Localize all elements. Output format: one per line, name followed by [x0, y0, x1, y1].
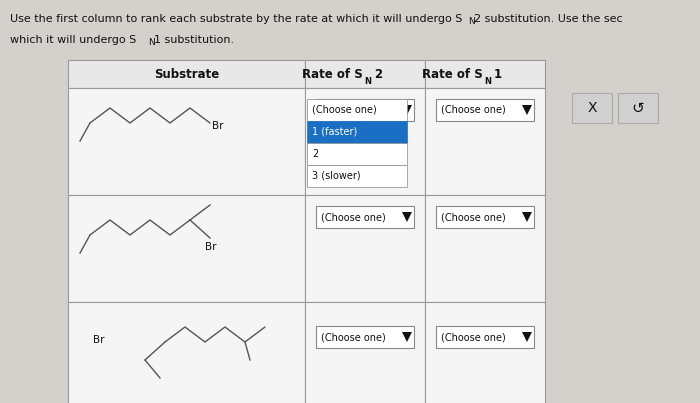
Bar	[316, 206, 414, 228]
Bar	[68, 195, 305, 302]
Bar	[436, 99, 534, 121]
Bar	[425, 302, 545, 403]
Bar	[307, 99, 407, 121]
Text: (Choose one): (Choose one)	[321, 212, 386, 222]
Bar	[316, 99, 414, 121]
Bar	[68, 60, 305, 88]
Text: Use the first column to rank each substrate by the rate at which it will undergo: Use the first column to rank each substr…	[10, 14, 463, 24]
Text: 2 substitution. Use the sec: 2 substitution. Use the sec	[474, 14, 622, 24]
Bar	[68, 88, 305, 195]
Text: (Choose one): (Choose one)	[441, 105, 505, 115]
Text: N: N	[364, 77, 371, 86]
Bar	[305, 60, 425, 88]
Text: (Choose one): (Choose one)	[441, 332, 505, 342]
Text: ↺: ↺	[631, 100, 645, 116]
Text: N: N	[148, 38, 155, 47]
Polygon shape	[522, 212, 532, 222]
Text: 1 (faster): 1 (faster)	[312, 127, 357, 137]
Text: (Choose one): (Choose one)	[321, 105, 386, 115]
Bar	[307, 121, 407, 143]
Bar	[68, 302, 305, 403]
Text: 1 substitution.: 1 substitution.	[154, 35, 234, 45]
Text: Br: Br	[94, 335, 105, 345]
Bar	[425, 195, 545, 302]
Text: 2: 2	[312, 149, 318, 159]
Bar	[307, 143, 407, 165]
Text: (Choose one): (Choose one)	[312, 105, 377, 115]
Bar	[436, 206, 534, 228]
Text: which it will undergo S: which it will undergo S	[10, 35, 136, 45]
Text: 3 (slower): 3 (slower)	[312, 171, 360, 181]
Polygon shape	[522, 105, 532, 115]
Polygon shape	[402, 332, 412, 342]
Text: Rate of S: Rate of S	[302, 67, 363, 81]
Text: (Choose one): (Choose one)	[321, 332, 386, 342]
Text: 1: 1	[494, 67, 502, 81]
Text: Rate of S: Rate of S	[422, 67, 483, 81]
Bar	[307, 165, 407, 187]
Text: Br: Br	[205, 242, 216, 252]
Text: N: N	[468, 17, 475, 26]
Polygon shape	[402, 212, 412, 222]
Text: (Choose one): (Choose one)	[441, 212, 505, 222]
Text: Br: Br	[212, 121, 223, 131]
Bar	[618, 93, 658, 123]
Bar	[425, 60, 545, 88]
Bar	[305, 195, 425, 302]
Polygon shape	[402, 105, 412, 115]
Text: Substrate: Substrate	[154, 67, 219, 81]
Bar	[316, 326, 414, 348]
Bar	[436, 326, 534, 348]
Bar	[305, 302, 425, 403]
Bar	[305, 88, 425, 195]
Text: 2: 2	[374, 67, 382, 81]
Bar	[425, 88, 545, 195]
Text: X: X	[587, 101, 596, 115]
Text: N: N	[484, 77, 491, 86]
Polygon shape	[522, 332, 532, 342]
Bar	[572, 93, 612, 123]
